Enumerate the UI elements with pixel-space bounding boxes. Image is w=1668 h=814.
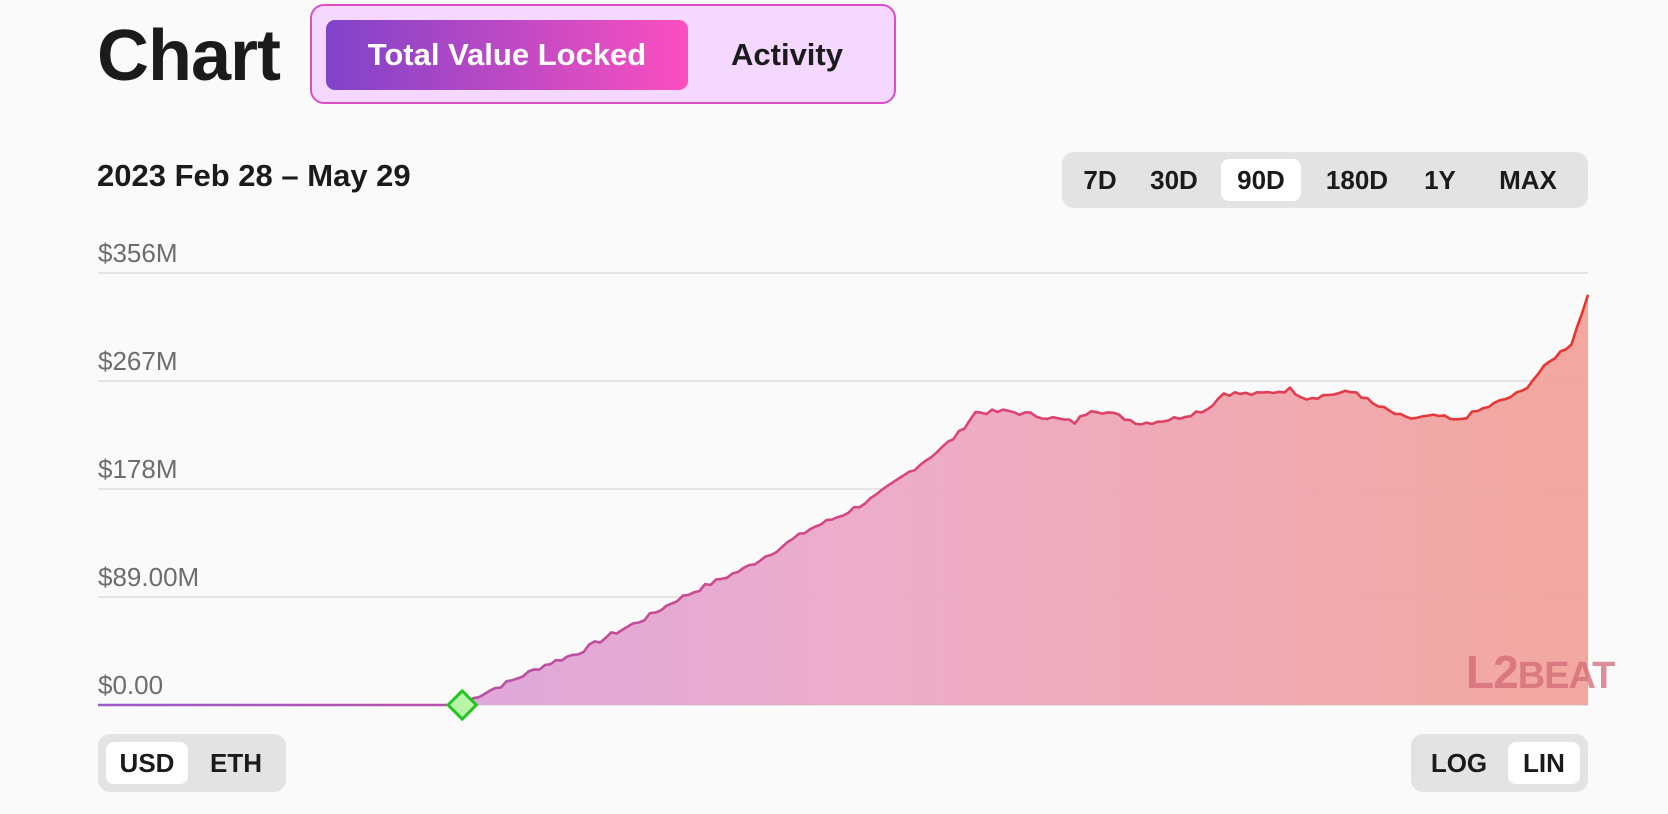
tab-activity[interactable]: Activity — [731, 37, 843, 72]
scale-selector: LOG LIN — [1411, 734, 1588, 792]
y-tick-label: $0.00 — [98, 670, 163, 700]
unit-selector: USD ETH — [98, 734, 286, 792]
y-tick-label: $267M — [98, 346, 178, 376]
scale-lin-button[interactable]: LIN — [1508, 742, 1580, 784]
range-7d-button[interactable]: 7D — [1083, 165, 1117, 195]
range-90d-button[interactable]: 90D — [1221, 159, 1301, 201]
view-toggle: Total Value Locked Activity — [310, 4, 896, 104]
unit-eth-button[interactable]: ETH — [210, 748, 262, 778]
tab-total-value-locked[interactable]: Total Value Locked — [326, 20, 688, 90]
scale-log-button[interactable]: LOG — [1430, 748, 1488, 778]
range-max-button[interactable]: MAX — [1499, 165, 1557, 195]
tvl-line — [98, 294, 1590, 707]
l2beat-logo: L2BEAT — [1466, 646, 1615, 698]
range-30d-button[interactable]: 30D — [1150, 165, 1198, 195]
tvl-area — [98, 294, 1588, 705]
y-tick-label: $178M — [98, 454, 178, 484]
range-180d-button[interactable]: 180D — [1325, 165, 1389, 195]
y-tick-label: $356M — [98, 238, 178, 268]
y-tick-label: $89.00M — [98, 562, 199, 592]
date-range-label: 2023 Feb 28 – May 29 — [97, 158, 411, 193]
start-marker[interactable] — [445, 688, 479, 722]
unit-usd-button[interactable]: USD — [106, 742, 188, 784]
time-range-selector: 7D 30D 90D 180D 1Y MAX — [1062, 152, 1588, 208]
range-1y-button[interactable]: 1Y — [1424, 165, 1456, 195]
page-title: Chart — [97, 16, 281, 96]
